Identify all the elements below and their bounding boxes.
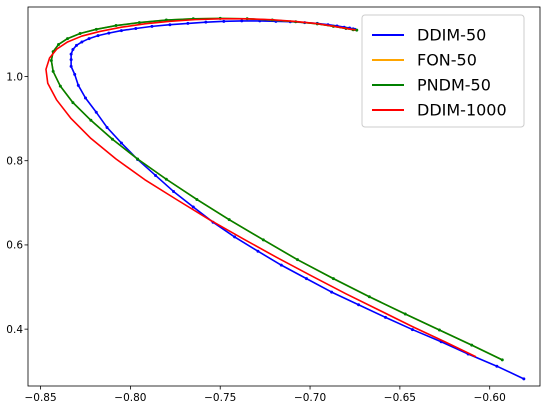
data-point <box>69 64 73 68</box>
legend-box <box>361 14 525 128</box>
x-tick-label: −0.60 <box>474 392 506 404</box>
data-point <box>94 27 98 31</box>
data-point <box>470 343 474 347</box>
data-point <box>256 249 260 253</box>
legend-label: DDIM-50 <box>417 26 486 45</box>
data-point <box>107 31 111 35</box>
data-point <box>222 19 226 23</box>
data-point <box>78 32 82 36</box>
x-tick-label: −0.80 <box>114 392 146 404</box>
data-point <box>191 205 195 209</box>
data-point <box>66 37 70 41</box>
data-point <box>437 328 441 332</box>
data-point <box>204 20 208 24</box>
data-point <box>119 141 123 145</box>
data-point <box>119 29 123 33</box>
data-point <box>410 328 414 332</box>
data-point <box>295 258 299 262</box>
data-point <box>110 137 114 141</box>
data-point <box>94 110 98 114</box>
legend-label: PNDM-50 <box>417 76 491 95</box>
data-point <box>240 19 244 23</box>
x-tick-label: −0.65 <box>384 392 416 404</box>
data-point <box>137 21 141 25</box>
data-point <box>233 235 237 239</box>
data-point <box>495 364 499 368</box>
series-line-ddim-1000 <box>45 17 477 358</box>
data-point <box>330 290 334 294</box>
legend-label: FON-50 <box>417 51 477 70</box>
data-point <box>96 34 100 38</box>
data-point <box>164 18 168 22</box>
data-point <box>49 58 53 62</box>
y-tick-label: 0.4 <box>6 324 23 336</box>
data-point <box>83 96 87 100</box>
data-point <box>355 28 359 32</box>
data-point <box>172 189 176 193</box>
data-point <box>87 37 91 41</box>
data-point <box>500 358 504 362</box>
data-point <box>186 21 190 25</box>
data-point <box>69 58 73 62</box>
data-point <box>71 101 75 105</box>
data-point <box>304 277 308 281</box>
data-point <box>89 118 93 122</box>
data-point <box>168 23 172 27</box>
series-layer <box>45 16 526 381</box>
data-point <box>71 48 75 52</box>
y-tick-label: 1.0 <box>6 71 23 83</box>
data-point <box>331 277 335 281</box>
data-point <box>195 197 199 201</box>
x-tick-label: −0.70 <box>294 392 326 404</box>
legend-label: DDIM-1000 <box>417 101 507 120</box>
axes-layer: −0.85 −0.80 −0.75 −0.70 −0.65 −0.60 0.4 0.6 0.8 1… <box>6 6 541 404</box>
data-point <box>150 24 154 28</box>
data-point <box>75 43 79 47</box>
data-point <box>367 295 371 299</box>
data-point <box>279 263 283 267</box>
data-point <box>384 315 387 319</box>
data-point <box>136 157 140 161</box>
data-point <box>114 24 118 28</box>
series-ddim-1000 <box>45 17 477 358</box>
data-point <box>76 83 80 87</box>
data-point <box>57 42 61 46</box>
y-tick-label: 0.6 <box>6 240 23 252</box>
data-point <box>403 312 407 316</box>
data-point <box>164 177 168 181</box>
plot-frame <box>27 6 541 387</box>
data-point <box>69 52 73 56</box>
data-point <box>357 303 361 307</box>
data-point <box>261 238 265 242</box>
x-tick-label: −0.75 <box>204 392 236 404</box>
data-point <box>134 26 138 30</box>
x-tick-label: −0.85 <box>24 392 56 404</box>
y-tick-label: 0.8 <box>6 156 23 168</box>
data-point <box>227 218 231 222</box>
data-point <box>73 72 77 76</box>
data-point <box>51 69 55 73</box>
legend: DDIM-50 FON-50 PNDM-50 DDIM-1000 <box>361 14 525 128</box>
data-point <box>154 173 158 177</box>
data-point <box>105 125 109 129</box>
data-point <box>522 377 526 381</box>
data-point <box>80 40 84 44</box>
data-point <box>58 84 62 88</box>
